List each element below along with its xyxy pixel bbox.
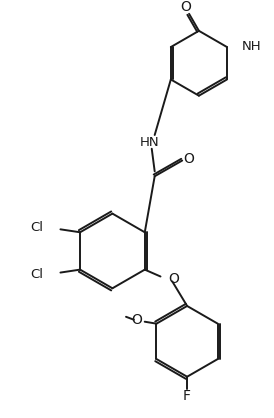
Text: O: O — [132, 313, 142, 327]
Text: O: O — [181, 0, 192, 14]
Text: F: F — [183, 390, 191, 403]
Text: NH: NH — [242, 40, 261, 53]
Text: Cl: Cl — [30, 221, 43, 234]
Text: O: O — [168, 273, 179, 286]
Text: Cl: Cl — [30, 268, 43, 281]
Text: O: O — [184, 152, 195, 166]
Text: HN: HN — [140, 136, 159, 149]
